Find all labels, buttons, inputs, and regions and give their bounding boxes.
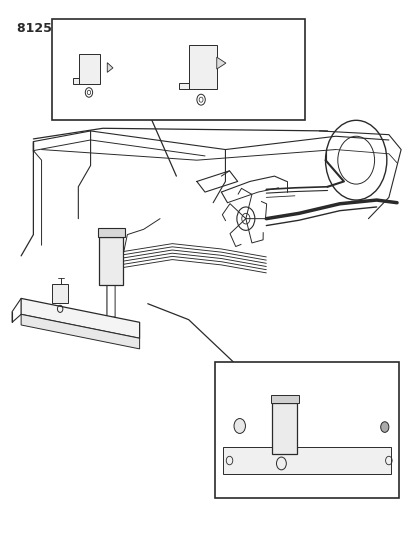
Text: 1: 1 bbox=[113, 270, 119, 279]
Bar bbox=[52, 19, 304, 120]
Polygon shape bbox=[21, 298, 139, 338]
Text: 8: 8 bbox=[72, 108, 78, 117]
Polygon shape bbox=[216, 57, 225, 69]
Text: 3: 3 bbox=[234, 376, 240, 385]
Polygon shape bbox=[178, 83, 189, 90]
Circle shape bbox=[234, 418, 245, 433]
Polygon shape bbox=[52, 284, 68, 303]
Text: 4: 4 bbox=[302, 376, 308, 385]
Text: 5: 5 bbox=[349, 384, 355, 393]
Polygon shape bbox=[271, 403, 297, 454]
Text: 9: 9 bbox=[256, 70, 261, 78]
Text: 7: 7 bbox=[61, 28, 67, 37]
Polygon shape bbox=[270, 395, 298, 403]
Text: 8: 8 bbox=[178, 108, 184, 117]
Polygon shape bbox=[107, 63, 113, 72]
Polygon shape bbox=[223, 447, 390, 474]
Text: 9: 9 bbox=[125, 70, 131, 78]
Polygon shape bbox=[97, 228, 124, 237]
Polygon shape bbox=[73, 78, 79, 84]
Text: 10: 10 bbox=[176, 28, 187, 37]
Bar bbox=[215, 362, 398, 498]
Text: 6: 6 bbox=[267, 486, 273, 495]
Polygon shape bbox=[79, 54, 100, 84]
Circle shape bbox=[380, 422, 388, 432]
Text: 2: 2 bbox=[272, 376, 277, 385]
Polygon shape bbox=[99, 237, 123, 285]
Polygon shape bbox=[189, 45, 216, 90]
Polygon shape bbox=[21, 314, 139, 349]
Text: 8125 2900: 8125 2900 bbox=[17, 22, 91, 35]
